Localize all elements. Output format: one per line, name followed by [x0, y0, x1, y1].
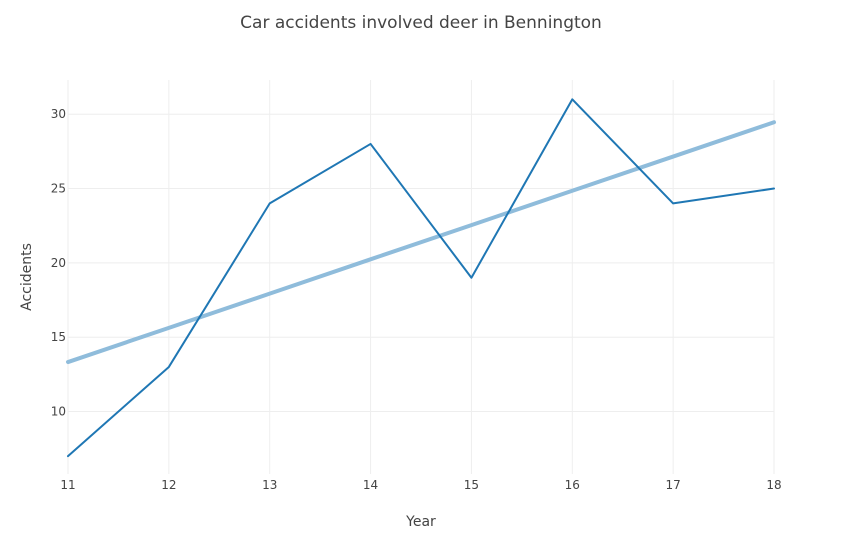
- trend-line: [66, 120, 776, 365]
- x-tick-label: 11: [60, 478, 75, 492]
- x-axis-title: Year: [405, 514, 436, 530]
- y-tick-label: 20: [51, 256, 66, 270]
- accidents-series-line: [67, 98, 775, 458]
- x-tick-label: 17: [666, 478, 681, 492]
- x-tick-label: 12: [161, 478, 176, 492]
- y-tick-label: 30: [51, 107, 66, 121]
- x-tick-label: 16: [565, 478, 580, 492]
- chart-title: Car accidents involved deer in Benningto…: [240, 13, 602, 33]
- x-tick-label: 18: [766, 478, 781, 492]
- tick-labels: 11 12 13 14 15 16 17 18 10 15 20 25 30: [51, 107, 782, 492]
- series-layer: [66, 98, 776, 458]
- x-tick-label: 14: [363, 478, 378, 492]
- y-tick-label: 15: [51, 330, 66, 344]
- x-tick-label: 13: [262, 478, 277, 492]
- y-axis-title: Accidents: [19, 243, 35, 311]
- y-tick-label: 10: [51, 405, 66, 419]
- grid: [67, 80, 775, 474]
- y-tick-label: 25: [51, 182, 66, 196]
- x-tick-label: 15: [464, 478, 479, 492]
